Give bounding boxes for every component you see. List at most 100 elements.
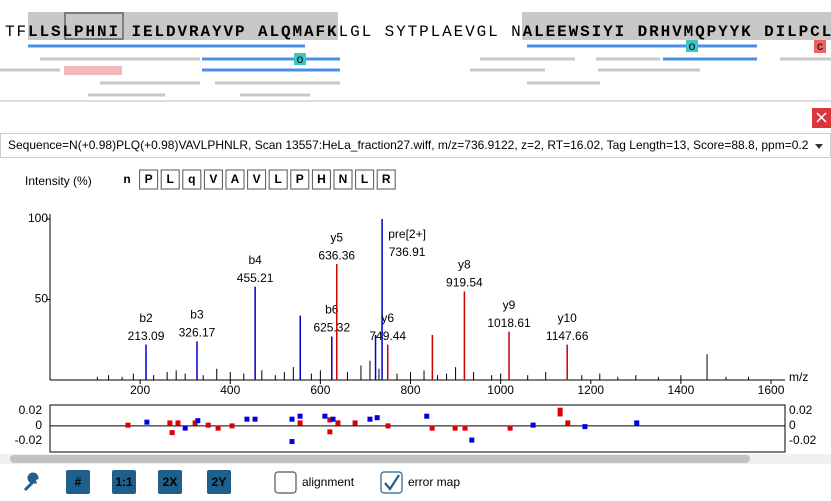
seq-segment: TF [5, 23, 28, 41]
error-point [462, 425, 468, 431]
ion-mz: 1018.61 [487, 316, 531, 330]
y2-tick-label: 0.02 [789, 403, 813, 417]
ion-mz: 625.32 [313, 321, 350, 335]
coverage-bar [64, 66, 122, 75]
ion-mz: 636.36 [318, 248, 355, 262]
residue-box [139, 169, 159, 190]
error-point [205, 422, 211, 428]
residue-box [376, 169, 396, 190]
error-point [289, 416, 295, 422]
error-point [507, 425, 513, 431]
residue: L [167, 172, 174, 186]
dropdown-arrow [815, 144, 823, 149]
x-tick-label: 200 [130, 383, 150, 397]
toolbar-button[interactable] [112, 470, 136, 494]
residue: L [275, 172, 282, 186]
ion-label: pre[2+] [388, 227, 426, 241]
y-tick-label: 50 [35, 292, 49, 306]
highlight [28, 12, 338, 40]
error-point [469, 437, 475, 443]
y2-tick-label: -0.02 [789, 433, 817, 447]
ion-mz: 919.54 [446, 276, 483, 290]
error-point [297, 420, 303, 426]
button-label: 1:1 [115, 475, 133, 489]
tag-box [64, 12, 124, 40]
error-point [322, 413, 328, 419]
ion-label: b3 [190, 308, 204, 322]
residue: P [296, 172, 304, 186]
error-point [297, 413, 303, 419]
error-point [530, 422, 536, 428]
button-label: # [75, 475, 82, 489]
x-tick-label: 600 [310, 383, 330, 397]
ion-label: y9 [503, 298, 516, 312]
scrollbar-thumb[interactable] [10, 455, 750, 463]
seq-segment: LLSLPHNI IELDVRAYVP ALQMAFK [28, 23, 339, 41]
error-point [634, 420, 640, 426]
error-point [330, 416, 336, 422]
mod-marker-label: o [689, 39, 696, 53]
toolbar-button[interactable] [207, 470, 231, 494]
x-tick-label: 800 [400, 383, 420, 397]
ion-label: y8 [458, 258, 471, 272]
checkmark [384, 474, 400, 491]
error-point [192, 420, 198, 426]
settings-button[interactable] [23, 472, 39, 492]
ion-label: b6 [325, 303, 339, 317]
residue: P [145, 172, 153, 186]
ion-mz: 1147.66 [546, 329, 589, 343]
coverage-sequence: TFLLSLPHNI IELDVRAYVP ALQMAFKLGL SYTPLAE… [5, 23, 831, 41]
error-point [582, 424, 588, 430]
button-label: 2X [163, 475, 178, 489]
ion-label: y5 [330, 230, 343, 244]
residue: H [317, 172, 326, 186]
residue-box [118, 170, 136, 189]
residue: n [123, 172, 130, 186]
residue-box [203, 169, 223, 190]
residue-box [311, 169, 331, 190]
selector-text: Sequence=N(+0.98)PLQ(+0.98)VAVLPHNLR, Sc… [8, 138, 809, 152]
seq-segment: LGL SYTPLAEVGL N [339, 23, 523, 41]
residue-box [247, 169, 267, 190]
residue: A [231, 172, 240, 186]
residue-box [225, 169, 245, 190]
error-point [352, 420, 358, 426]
ion-mz: 213.09 [128, 329, 165, 343]
error-point [424, 413, 430, 419]
toolbar-button[interactable] [158, 470, 182, 494]
toolbar-button[interactable] [66, 470, 90, 494]
x-tick-label: 1200 [577, 383, 604, 397]
button-label: 2Y [212, 475, 227, 489]
error-point [125, 422, 131, 428]
checkbox-label: error map [408, 475, 460, 489]
error-point [175, 420, 181, 426]
residue: L [361, 172, 368, 186]
error-point [557, 411, 563, 417]
spectrum-selector[interactable] [0, 133, 831, 158]
y-axis-label: Intensity (%) [25, 174, 92, 188]
error-point [385, 423, 391, 429]
error-point [244, 416, 250, 422]
error-point [182, 425, 188, 431]
error-point [374, 415, 380, 421]
error-point [327, 417, 333, 423]
error-frame [49, 404, 786, 453]
error-point [169, 430, 175, 436]
mod-marker [686, 40, 698, 52]
checkbox-label: alignment [302, 475, 355, 489]
y2-tick-label: 0 [789, 418, 796, 432]
error-point [229, 423, 235, 429]
ion-mz: 749.44 [369, 329, 406, 343]
error-point [289, 439, 295, 445]
wrench-icon [23, 472, 39, 492]
ion-label: y6 [381, 311, 394, 325]
x-tick-label: 1400 [668, 383, 695, 397]
x-axis-label: m/z [789, 370, 808, 384]
checkbox[interactable] [274, 471, 297, 494]
residue-box [268, 169, 288, 190]
error-point [335, 420, 341, 426]
error-point [429, 425, 435, 431]
seq-segment: ALEEWSIYI DRHVMQPYYK DILPCL [523, 23, 831, 41]
error-point [195, 418, 201, 424]
